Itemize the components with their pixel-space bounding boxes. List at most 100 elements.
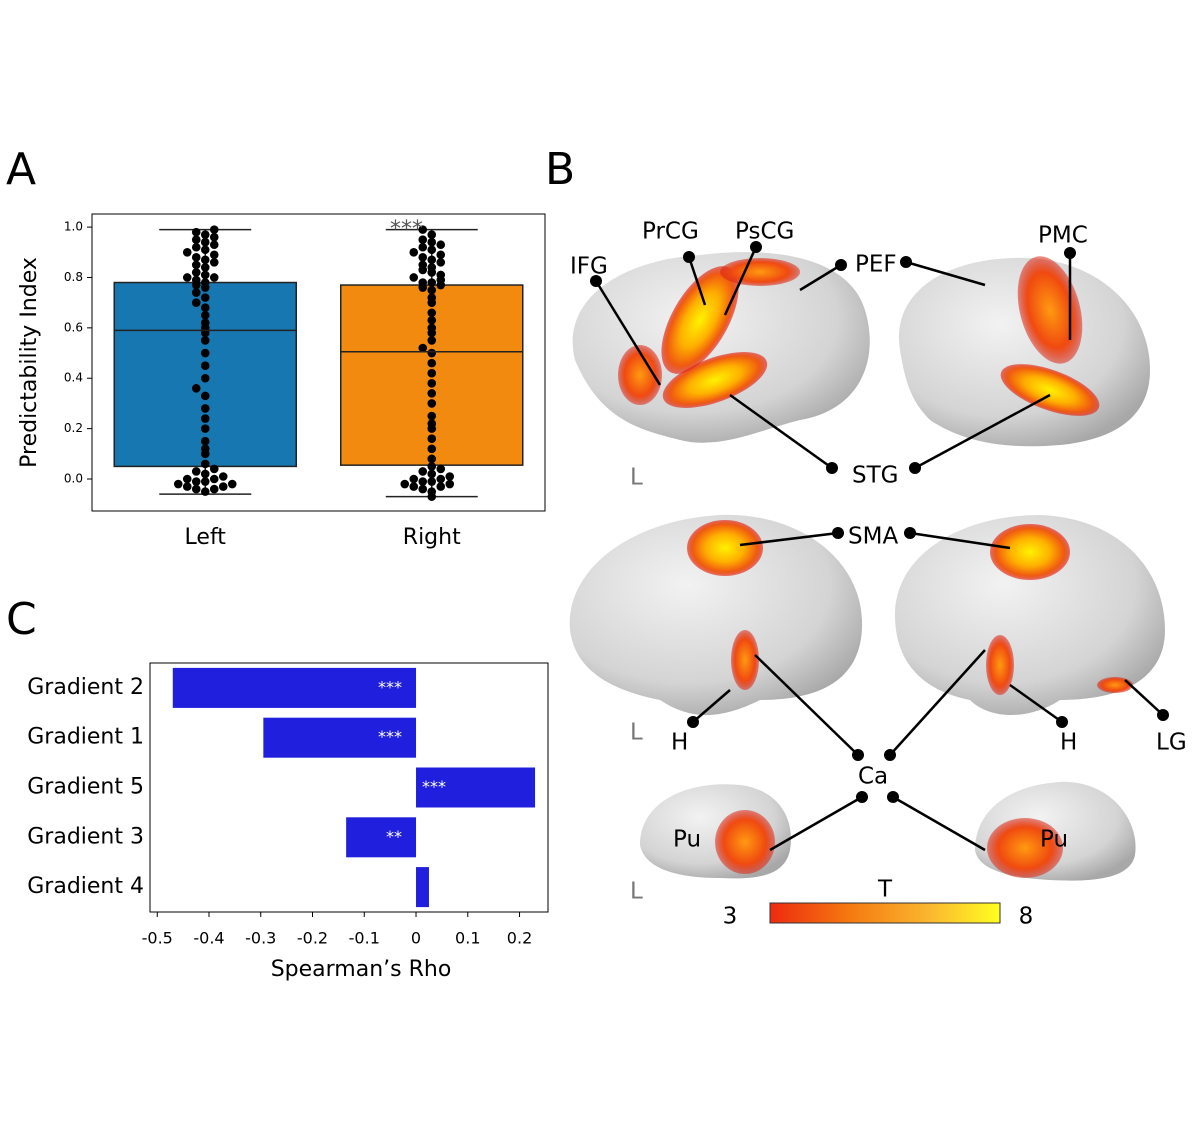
significance: ***	[378, 727, 402, 746]
swarm-point	[427, 399, 437, 408]
activation	[618, 345, 662, 405]
significance: ***	[378, 677, 402, 696]
region-label: LG	[1156, 730, 1187, 756]
y-tick-label: 0.2	[64, 421, 83, 435]
swarm-point	[418, 477, 428, 486]
swarm-point	[418, 484, 428, 494]
swarm-point	[200, 487, 210, 496]
swarm-point	[427, 308, 437, 318]
swarm-point	[400, 479, 410, 489]
x-tick-label: 0.1	[455, 929, 480, 948]
swarm-point	[209, 225, 219, 234]
panel-label: C	[6, 594, 37, 645]
region-label: Pu	[1040, 827, 1068, 853]
swarm-point	[409, 273, 419, 282]
bar	[172, 667, 417, 708]
swarm-point	[427, 348, 437, 358]
swarm-point	[200, 293, 210, 302]
brain-medial-left	[569, 514, 863, 715]
swarm-point	[427, 316, 437, 325]
swarm-point	[427, 477, 437, 486]
y-tick-label: 0.0	[64, 472, 83, 486]
swarm-point	[191, 384, 201, 393]
y-tick-label: 0.4	[64, 371, 83, 385]
swarm-point	[209, 464, 219, 474]
swarm-point	[182, 474, 192, 484]
region-label: PrCG	[642, 219, 699, 245]
x-tick-label: 0	[411, 929, 421, 948]
swarm-point	[191, 288, 201, 297]
activation	[687, 520, 763, 576]
swarm-point	[200, 255, 210, 265]
swarm-point	[182, 482, 192, 491]
y-tick-label: 1.0	[64, 220, 83, 234]
swarm-point	[436, 474, 446, 484]
swarm-point	[200, 263, 210, 272]
swarm-point	[200, 469, 210, 479]
region-label: PsCG	[735, 219, 794, 245]
swarm-point	[409, 474, 419, 484]
brain-medial-right	[895, 515, 1165, 715]
swarm-point	[191, 242, 201, 252]
swarm-point	[200, 336, 210, 345]
activation	[731, 630, 759, 690]
swarm-point	[200, 361, 210, 370]
swarm-point	[418, 260, 428, 270]
x-tick-label: -0.4	[193, 929, 224, 948]
swarm-point	[200, 270, 210, 280]
region-label: H	[671, 730, 688, 756]
brain-panel: IFG PrCG PsCG PEF PMC STG L SMA L H H LG…	[569, 219, 1187, 930]
swarm-point	[427, 285, 437, 295]
swarm-point	[182, 273, 192, 282]
swarm-point	[209, 250, 219, 260]
swarm-point	[418, 235, 428, 244]
activation	[990, 524, 1070, 580]
swarm-point	[200, 348, 210, 358]
y-tick-label: Gradient 5	[27, 775, 144, 800]
swarm-point	[436, 240, 446, 250]
swarm-point	[200, 459, 210, 469]
activation	[720, 258, 800, 286]
significance: ***	[422, 777, 446, 796]
swarm-point	[200, 303, 210, 313]
swarm-point	[436, 258, 446, 267]
swarm-point	[200, 391, 210, 401]
activation	[987, 818, 1063, 878]
swarm-point	[427, 245, 437, 255]
swarm-point	[427, 419, 437, 428]
swarm-point	[427, 323, 437, 333]
swarm-point	[418, 242, 428, 252]
swarm-point	[427, 293, 437, 302]
bar	[346, 817, 417, 858]
swarm-point	[200, 245, 210, 255]
x-tick-label: -0.2	[297, 929, 328, 948]
swarm-point	[418, 467, 428, 476]
significance: **	[386, 827, 402, 846]
swarm-point	[427, 411, 437, 421]
swarm-point	[436, 250, 446, 260]
swarm-point	[418, 343, 428, 353]
swarm-point	[427, 237, 437, 247]
bar	[416, 767, 536, 808]
x-tick-label: Right	[403, 525, 461, 550]
swarm-point	[191, 275, 201, 285]
swarm-point	[200, 318, 210, 328]
significance: ***	[390, 217, 423, 242]
leader-lines	[590, 241, 1169, 852]
swarm-point	[200, 477, 210, 486]
activation	[1017, 256, 1083, 364]
region-label: Pu	[673, 827, 701, 853]
swarm-point	[200, 414, 210, 423]
swarm-point	[191, 268, 201, 277]
panel-label: B	[545, 144, 575, 195]
colorbar-min: 3	[723, 904, 738, 930]
hemisphere-label: L	[630, 720, 643, 746]
swarm-point	[418, 225, 428, 234]
colorbar	[769, 902, 1001, 924]
swarm-point	[191, 477, 201, 486]
swarm-point	[427, 263, 437, 272]
x-tick-label: -0.5	[142, 929, 173, 948]
swarm-point	[436, 464, 446, 474]
swarm-point	[427, 278, 437, 287]
